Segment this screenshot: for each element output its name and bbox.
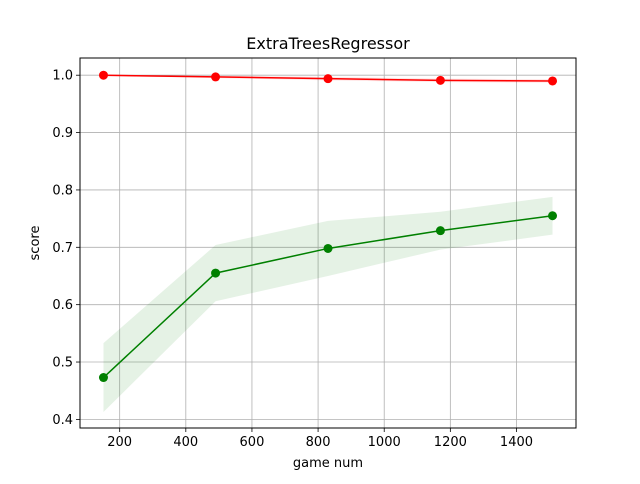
validation-score-point	[98, 373, 108, 383]
training-score-point	[435, 75, 445, 85]
x-tick-label: 1000	[368, 435, 401, 450]
validation-score-point	[211, 268, 221, 278]
chart-title: ExtraTreesRegressor	[246, 34, 410, 53]
y-tick-label: 0.4	[52, 413, 73, 428]
y-axis-label: score	[28, 226, 43, 261]
x-tick-label: 600	[240, 435, 265, 450]
training-score-point	[323, 74, 333, 84]
x-tick-label: 400	[173, 435, 198, 450]
validation-score-point	[548, 211, 558, 221]
x-tick-label: 800	[306, 435, 331, 450]
y-axis-ticks: 0.4 0.5 0.6 0.7 0.8 0.9 1.0	[52, 69, 80, 428]
y-tick-label: 0.5	[52, 356, 73, 371]
x-axis-ticks: 200 400 600 800 1000 1200 1400	[107, 428, 533, 450]
y-tick-label: 0.7	[52, 241, 73, 256]
x-tick-label: 1400	[500, 435, 533, 450]
y-tick-label: 1.0	[52, 69, 73, 84]
training-score-point	[548, 76, 558, 86]
validation-score-point	[435, 226, 445, 236]
x-tick-label: 200	[107, 435, 132, 450]
training-score-point	[211, 72, 221, 82]
plot-area-background	[80, 58, 576, 428]
x-tick-label: 1200	[434, 435, 467, 450]
y-tick-label: 0.9	[52, 126, 73, 141]
y-tick-label: 0.6	[52, 298, 73, 313]
validation-score-band	[103, 196, 553, 412]
plot-frame	[79, 57, 577, 429]
x-axis-label: game num	[293, 456, 363, 471]
y-tick-label: 0.8	[52, 183, 73, 198]
validation-score-point	[323, 243, 333, 253]
training-score-point	[98, 70, 108, 80]
series-points	[98, 70, 558, 383]
